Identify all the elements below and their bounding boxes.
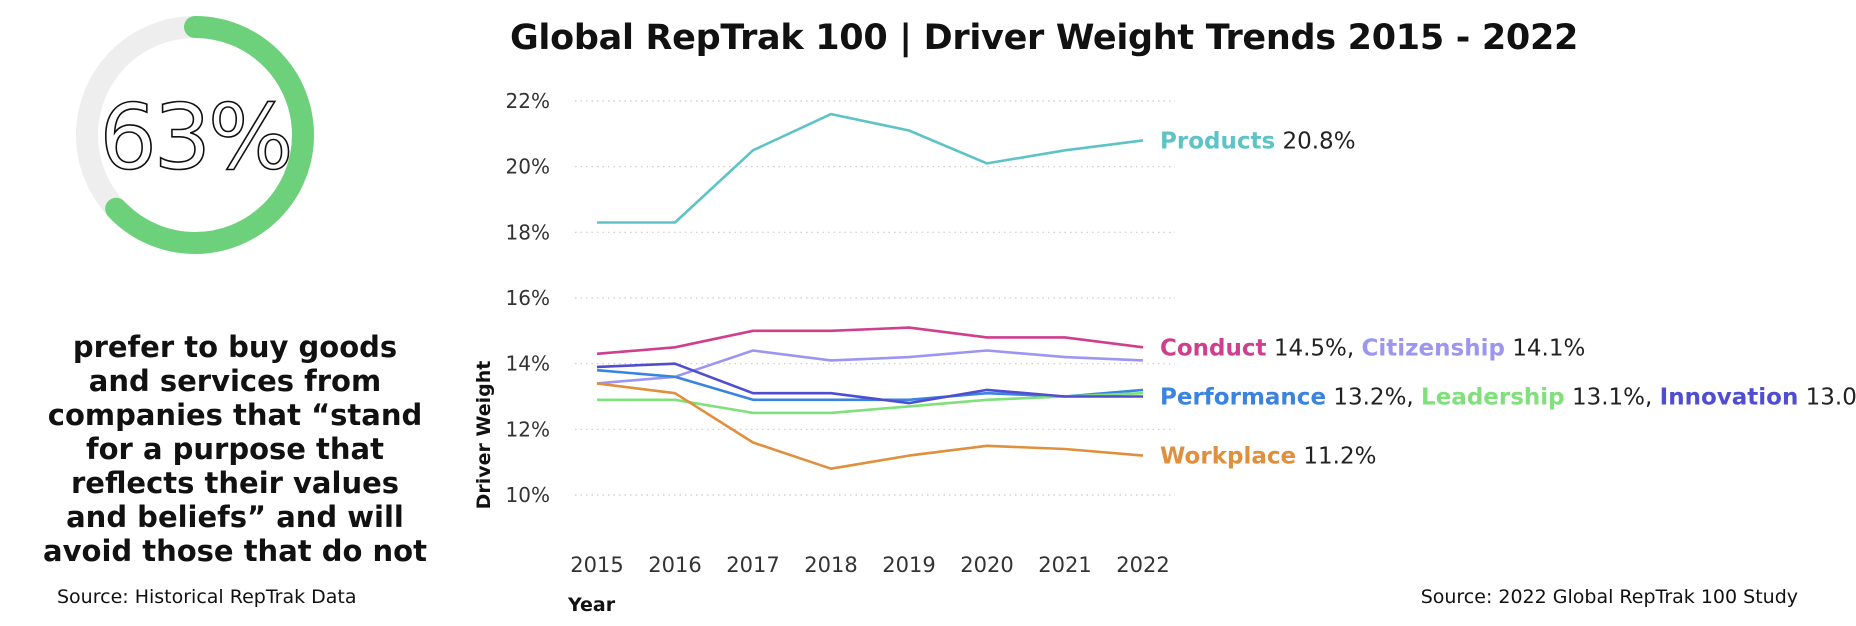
x-tick-label: 2018 — [804, 553, 857, 577]
y-tick-label: 10% — [506, 483, 550, 507]
progress-donut: 63% — [76, 16, 314, 254]
x-tick-labels: 2015 2016 2017 2018 2019 2020 2021 2022 — [570, 553, 1169, 577]
end-label-value: 13.1%, — [1565, 385, 1660, 411]
chart-title: Global RepTrak 100 | Driver Weight Trend… — [510, 18, 1579, 58]
end-label-value: 13.0% — [1798, 385, 1856, 411]
end-label-value: 20.8% — [1275, 128, 1355, 154]
source-right: Source: 2022 Global RepTrak 100 Study — [1420, 586, 1798, 608]
end-label-series-name: Innovation — [1660, 385, 1799, 411]
end-label-series-name: Workplace — [1160, 444, 1296, 470]
series-line-innovation — [596, 362, 1143, 405]
x-tick-label: 2017 — [726, 553, 779, 577]
series-end-labels: Products 20.8% Conduct 14.5%, Citizenship… — [1160, 128, 1856, 469]
end-label-series-name: Products — [1160, 128, 1275, 154]
series-lines — [596, 112, 1144, 471]
x-tick-label: 2021 — [1038, 553, 1091, 577]
series-line-conduct — [596, 326, 1144, 356]
y-axis-label: Driver Weight — [473, 361, 495, 510]
y-tick-label: 22% — [506, 89, 550, 113]
stat-panel: 63% prefer to buy goods and services fro… — [0, 0, 470, 626]
x-tick-label: 2019 — [882, 553, 935, 577]
y-tick-label: 18% — [506, 220, 550, 244]
end-label-value: 14.5%, — [1267, 335, 1362, 361]
series-line-products — [597, 112, 1144, 224]
end-label-value: 13.2%, — [1326, 385, 1421, 411]
y-tick-labels: 10% 12% 14% 16% 18% 20% 22% — [506, 89, 550, 507]
source-left: Source: Historical RepTrak Data — [57, 586, 357, 608]
x-tick-label: 2022 — [1116, 553, 1169, 577]
end-label: Workplace 11.2% — [1160, 444, 1376, 470]
x-tick-label: 2016 — [648, 553, 701, 577]
grid-lines — [575, 100, 1175, 496]
end-label-value: 11.2% — [1296, 444, 1376, 470]
end-label-series-name: Conduct — [1160, 335, 1267, 361]
y-tick-label: 16% — [506, 286, 550, 310]
y-tick-label: 14% — [506, 352, 550, 376]
end-label: Products 20.8% — [1160, 128, 1356, 154]
end-label-series-name: Citizenship — [1362, 335, 1505, 361]
x-tick-label: 2015 — [570, 553, 623, 577]
stat-caption: prefer to buy goods and services from co… — [43, 330, 427, 568]
y-tick-label: 12% — [506, 417, 550, 441]
x-axis-label: Year — [567, 594, 616, 616]
series-line-citizenship — [596, 349, 1144, 385]
x-tick-label: 2020 — [960, 553, 1013, 577]
y-tick-label: 20% — [506, 155, 550, 179]
end-label-series-name: Performance — [1160, 385, 1326, 411]
end-label-series-name: Leadership — [1421, 385, 1565, 411]
end-label: Conduct 14.5%, Citizenship 14.1% — [1160, 335, 1585, 361]
end-label-value: 14.1% — [1505, 335, 1585, 361]
end-label: Performance 13.2%, Leadership 13.1%, Inn… — [1160, 385, 1856, 411]
donut-progress-arc — [76, 16, 314, 254]
series-line-workplace — [596, 382, 1144, 471]
stat-value: 63% — [99, 85, 290, 190]
